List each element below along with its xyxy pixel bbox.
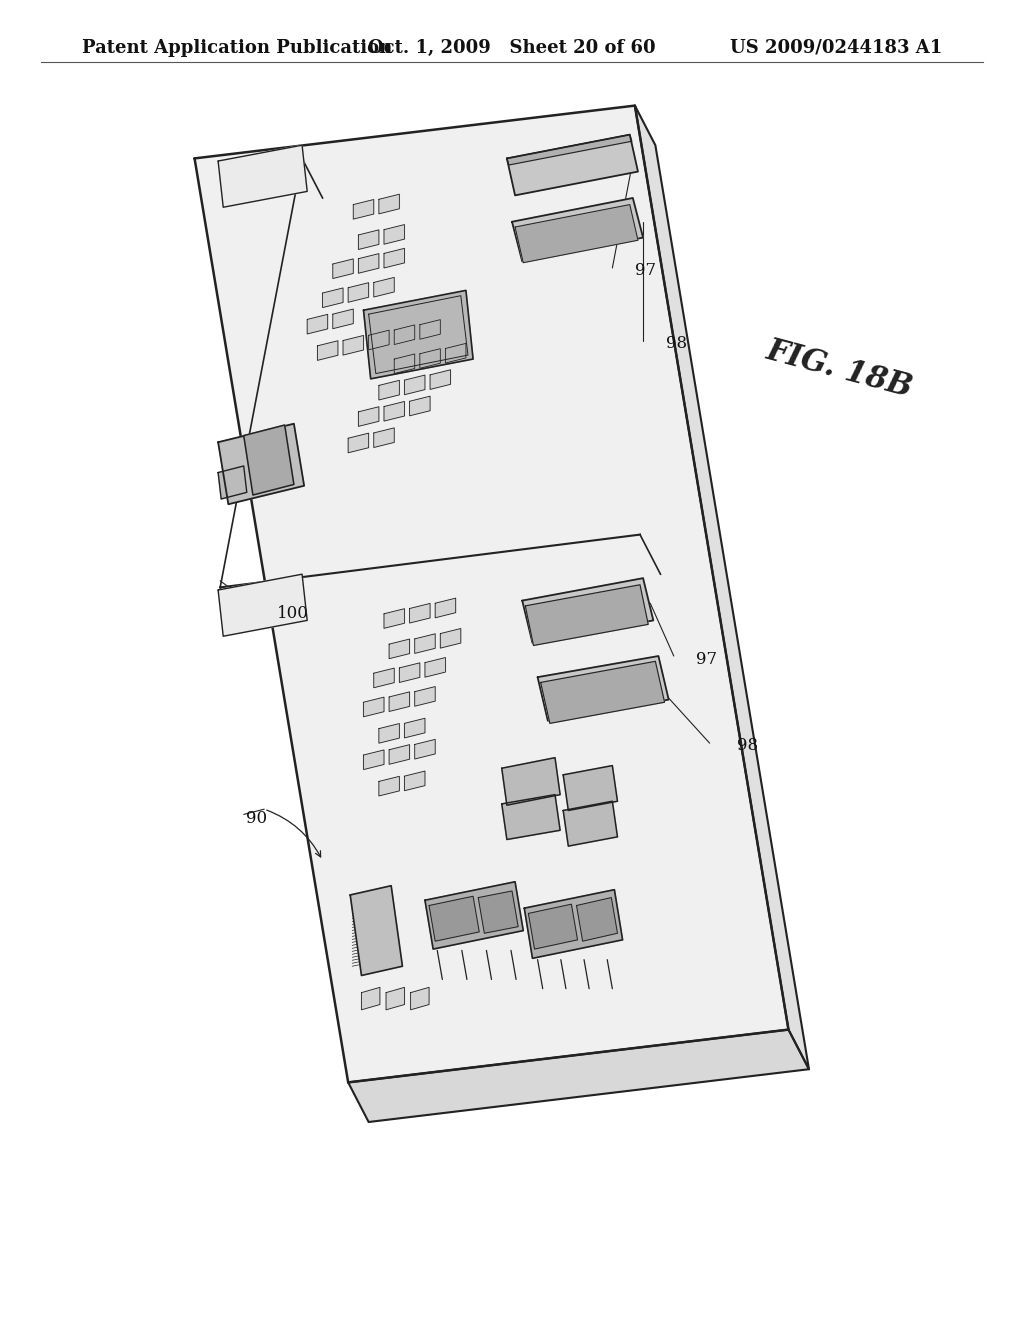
Polygon shape [512,198,643,261]
Polygon shape [541,661,665,723]
Polygon shape [374,668,394,688]
Polygon shape [507,135,632,165]
Polygon shape [420,348,440,368]
Polygon shape [384,248,404,268]
Polygon shape [384,224,404,244]
Text: 98: 98 [737,738,759,754]
Polygon shape [384,609,404,628]
Polygon shape [218,466,247,499]
Polygon shape [538,656,669,721]
Text: 97: 97 [696,652,718,668]
Polygon shape [389,692,410,711]
Polygon shape [364,697,384,717]
Text: 98: 98 [666,335,687,351]
Polygon shape [379,776,399,796]
Polygon shape [379,723,399,743]
Polygon shape [445,343,466,363]
Polygon shape [244,425,294,495]
Polygon shape [522,578,653,643]
Polygon shape [411,987,429,1010]
Polygon shape [195,106,788,1082]
Polygon shape [507,135,638,195]
Polygon shape [404,375,425,395]
Polygon shape [317,341,338,360]
Polygon shape [348,1030,809,1122]
Polygon shape [415,739,435,759]
Polygon shape [415,686,435,706]
Text: 90: 90 [246,810,267,826]
Polygon shape [384,401,404,421]
Polygon shape [404,771,425,791]
Text: 100: 100 [276,606,308,622]
Text: Patent Application Publication: Patent Application Publication [82,38,392,57]
Polygon shape [420,319,440,339]
Polygon shape [374,277,394,297]
Polygon shape [404,718,425,738]
Polygon shape [353,199,374,219]
Polygon shape [343,335,364,355]
Polygon shape [333,309,353,329]
Polygon shape [563,766,617,810]
Text: FIG. 18B: FIG. 18B [763,335,916,404]
Polygon shape [577,898,617,941]
Polygon shape [415,634,435,653]
Polygon shape [386,987,404,1010]
Polygon shape [218,145,307,207]
Polygon shape [369,330,389,350]
Polygon shape [218,574,307,636]
Polygon shape [410,396,430,416]
Polygon shape [528,904,578,949]
Polygon shape [379,194,399,214]
Polygon shape [524,890,623,958]
Polygon shape [440,628,461,648]
Polygon shape [635,106,809,1069]
Polygon shape [358,407,379,426]
Text: Oct. 1, 2009   Sheet 20 of 60: Oct. 1, 2009 Sheet 20 of 60 [369,38,655,57]
Polygon shape [348,282,369,302]
Polygon shape [425,657,445,677]
Polygon shape [307,314,328,334]
Polygon shape [323,288,343,308]
Polygon shape [525,585,648,645]
Polygon shape [348,433,369,453]
Polygon shape [218,424,304,504]
Polygon shape [435,598,456,618]
Polygon shape [394,354,415,374]
Polygon shape [361,987,380,1010]
Polygon shape [358,253,379,273]
Polygon shape [429,896,479,941]
Polygon shape [502,795,560,840]
Polygon shape [515,205,638,263]
Polygon shape [358,230,379,249]
Polygon shape [389,744,410,764]
Text: US 2009/0244183 A1: US 2009/0244183 A1 [730,38,942,57]
Polygon shape [333,259,353,279]
Polygon shape [425,882,523,949]
Polygon shape [364,750,384,770]
Polygon shape [410,603,430,623]
Polygon shape [374,428,394,447]
Polygon shape [394,325,415,345]
Text: 97: 97 [635,263,656,279]
Polygon shape [563,801,617,846]
Polygon shape [502,758,560,805]
Polygon shape [364,290,473,379]
Polygon shape [399,663,420,682]
Polygon shape [478,891,518,933]
Polygon shape [350,886,402,975]
Polygon shape [389,639,410,659]
Polygon shape [379,380,399,400]
Polygon shape [430,370,451,389]
